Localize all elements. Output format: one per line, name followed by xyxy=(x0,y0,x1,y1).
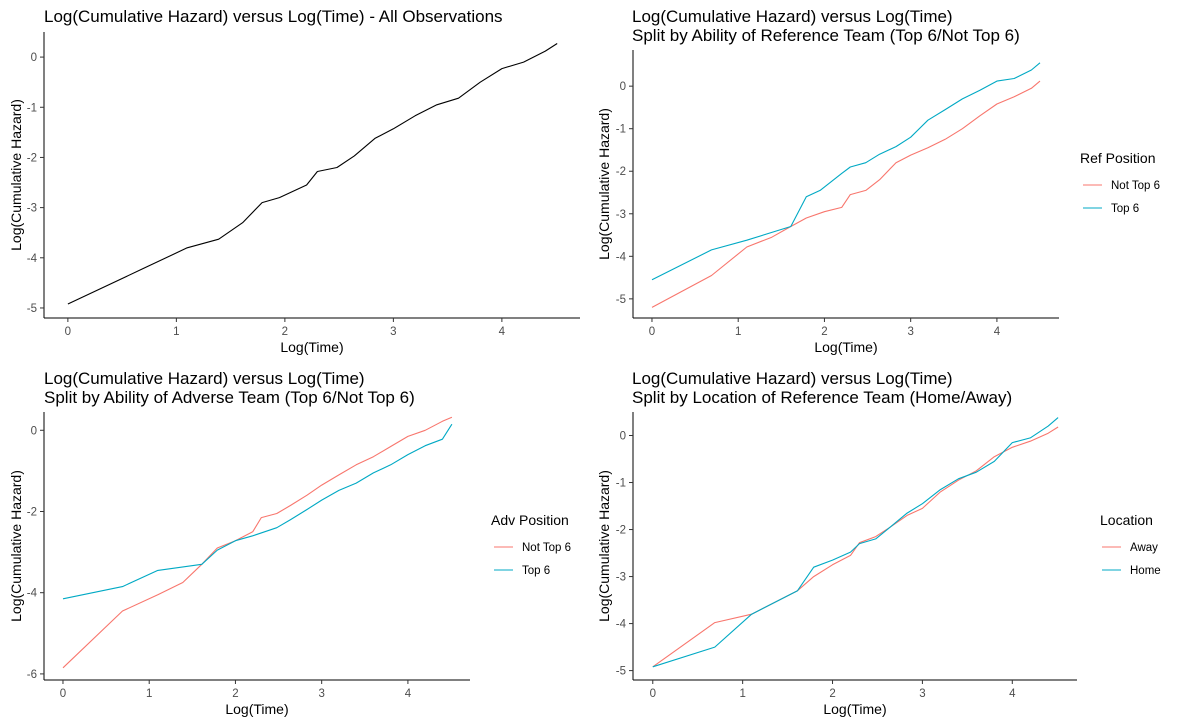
series-line-not-top-6 xyxy=(651,80,1041,308)
y-tick-label: -2 xyxy=(27,152,37,164)
x-tick-label: 0 xyxy=(650,688,656,700)
y-tick-label: -2 xyxy=(616,525,626,537)
y-tick-label: -4 xyxy=(616,619,627,631)
y-axis-title: Log(Cumulative Hazard) xyxy=(596,470,612,622)
chart-panel-reference-team-ability: Log(Cumulative Hazard) versus Log(Time) … xyxy=(596,7,1160,355)
x-tick-label: 4 xyxy=(994,326,1001,338)
chart-title-line-1: Log(Cumulative Hazard) versus Log(Time) xyxy=(632,7,953,26)
y-tick-label: -4 xyxy=(616,251,627,263)
y-tick-label: -1 xyxy=(27,102,37,114)
legend: Ref Position Not Top 6 Top 6 xyxy=(1080,150,1160,215)
y-tick-label: 0 xyxy=(620,431,626,443)
y-tick-label: -2 xyxy=(27,506,37,518)
x-tick-label: 2 xyxy=(821,326,827,338)
series-line-away xyxy=(652,426,1059,668)
legend-label-away: Away xyxy=(1130,542,1158,554)
x-tick-label: 3 xyxy=(390,326,396,338)
series-group xyxy=(67,43,558,305)
x-axis-title: Log(Time) xyxy=(225,701,288,717)
y-tick-label: -3 xyxy=(616,209,626,221)
x-tick-label: 1 xyxy=(739,688,745,700)
tick-group: 0 1 2 3 4 -5 -4 -3 -2 -1 0 xyxy=(616,81,1001,338)
tick-group: 0 1 2 3 4 -6 -4 -2 0 xyxy=(27,425,412,700)
y-tick-label: 0 xyxy=(31,52,37,64)
x-axis-title: Log(Time) xyxy=(280,339,343,355)
chart-title-line-2: Split by Ability of Adverse Team (Top 6/… xyxy=(44,388,415,407)
y-axis-title: Log(Cumulative Hazard) xyxy=(8,99,24,251)
y-tick-label: -5 xyxy=(616,294,626,306)
chart-panel-adverse-team-ability: Log(Cumulative Hazard) versus Log(Time) … xyxy=(8,369,571,717)
legend-title: Adv Position xyxy=(491,512,569,528)
legend: Adv Position Not Top 6 Top 6 xyxy=(491,512,571,577)
y-tick-label: 0 xyxy=(620,81,626,93)
series-group xyxy=(652,417,1059,668)
x-tick-label: 4 xyxy=(499,326,506,338)
legend-title: Ref Position xyxy=(1080,150,1155,166)
x-tick-label: 0 xyxy=(60,688,66,700)
chart-panel-reference-team-location: Log(Cumulative Hazard) versus Log(Time) … xyxy=(596,369,1161,717)
y-tick-label: 0 xyxy=(31,425,37,437)
x-tick-label: 2 xyxy=(829,688,835,700)
y-tick-label: -5 xyxy=(27,303,37,315)
y-tick-label: -4 xyxy=(27,253,38,265)
x-tick-label: 0 xyxy=(649,326,655,338)
series-line-top-6 xyxy=(651,62,1041,281)
series-group xyxy=(62,416,453,669)
y-axis-title: Log(Cumulative Hazard) xyxy=(596,108,612,260)
x-tick-label: 3 xyxy=(318,688,324,700)
chart-title-line-1: Log(Cumulative Hazard) versus Log(Time) … xyxy=(44,7,503,26)
legend: Location Away Home xyxy=(1100,512,1161,577)
y-tick-label: -2 xyxy=(616,166,626,178)
x-tick-label: 1 xyxy=(735,326,741,338)
y-tick-label: -4 xyxy=(27,588,38,600)
series-line-top-6 xyxy=(62,423,453,600)
tick-group: 0 1 2 3 4 -5 -4 -3 -2 -1 0 xyxy=(616,431,1016,700)
x-tick-label: 0 xyxy=(65,326,71,338)
series-group xyxy=(651,62,1041,308)
legend-label-not-top-6: Not Top 6 xyxy=(522,542,571,554)
chart-title-line-1: Log(Cumulative Hazard) versus Log(Time) xyxy=(632,369,953,388)
y-tick-label: -6 xyxy=(27,669,37,681)
chart-panel-all-observations: Log(Cumulative Hazard) versus Log(Time) … xyxy=(8,7,580,355)
y-tick-label: -5 xyxy=(616,666,626,678)
chart-title-line-2: Split by Location of Reference Team (Hom… xyxy=(632,388,1012,407)
x-tick-label: 1 xyxy=(173,326,179,338)
legend-label-top-6: Top 6 xyxy=(522,565,550,577)
x-tick-label: 2 xyxy=(282,326,288,338)
y-tick-label: -3 xyxy=(616,572,626,584)
series-line-all xyxy=(67,43,558,305)
x-tick-label: 2 xyxy=(232,688,238,700)
y-tick-label: -1 xyxy=(616,478,626,490)
tick-group: 0 1 2 3 4 -5 -4 -3 -2 -1 0 xyxy=(27,52,506,338)
chart-title-line-1: Log(Cumulative Hazard) versus Log(Time) xyxy=(44,369,365,388)
x-tick-label: 1 xyxy=(146,688,152,700)
x-axis-title: Log(Time) xyxy=(823,701,886,717)
legend-label-home: Home xyxy=(1130,565,1161,577)
chart-title-line-2: Split by Ability of Reference Team (Top … xyxy=(632,26,1020,45)
x-axis-title: Log(Time) xyxy=(814,339,877,355)
x-tick-label: 3 xyxy=(907,326,913,338)
y-axis-title: Log(Cumulative Hazard) xyxy=(8,470,24,622)
x-tick-label: 4 xyxy=(1009,688,1016,700)
x-tick-label: 3 xyxy=(919,688,925,700)
series-line-home xyxy=(652,417,1059,668)
series-line-not-top-6 xyxy=(62,416,453,669)
x-tick-label: 4 xyxy=(405,688,412,700)
y-tick-label: -3 xyxy=(27,203,37,215)
legend-label-top-6: Top 6 xyxy=(1111,203,1139,215)
y-tick-label: -1 xyxy=(616,124,626,136)
legend-title: Location xyxy=(1100,512,1153,528)
legend-label-not-top-6: Not Top 6 xyxy=(1111,180,1160,192)
